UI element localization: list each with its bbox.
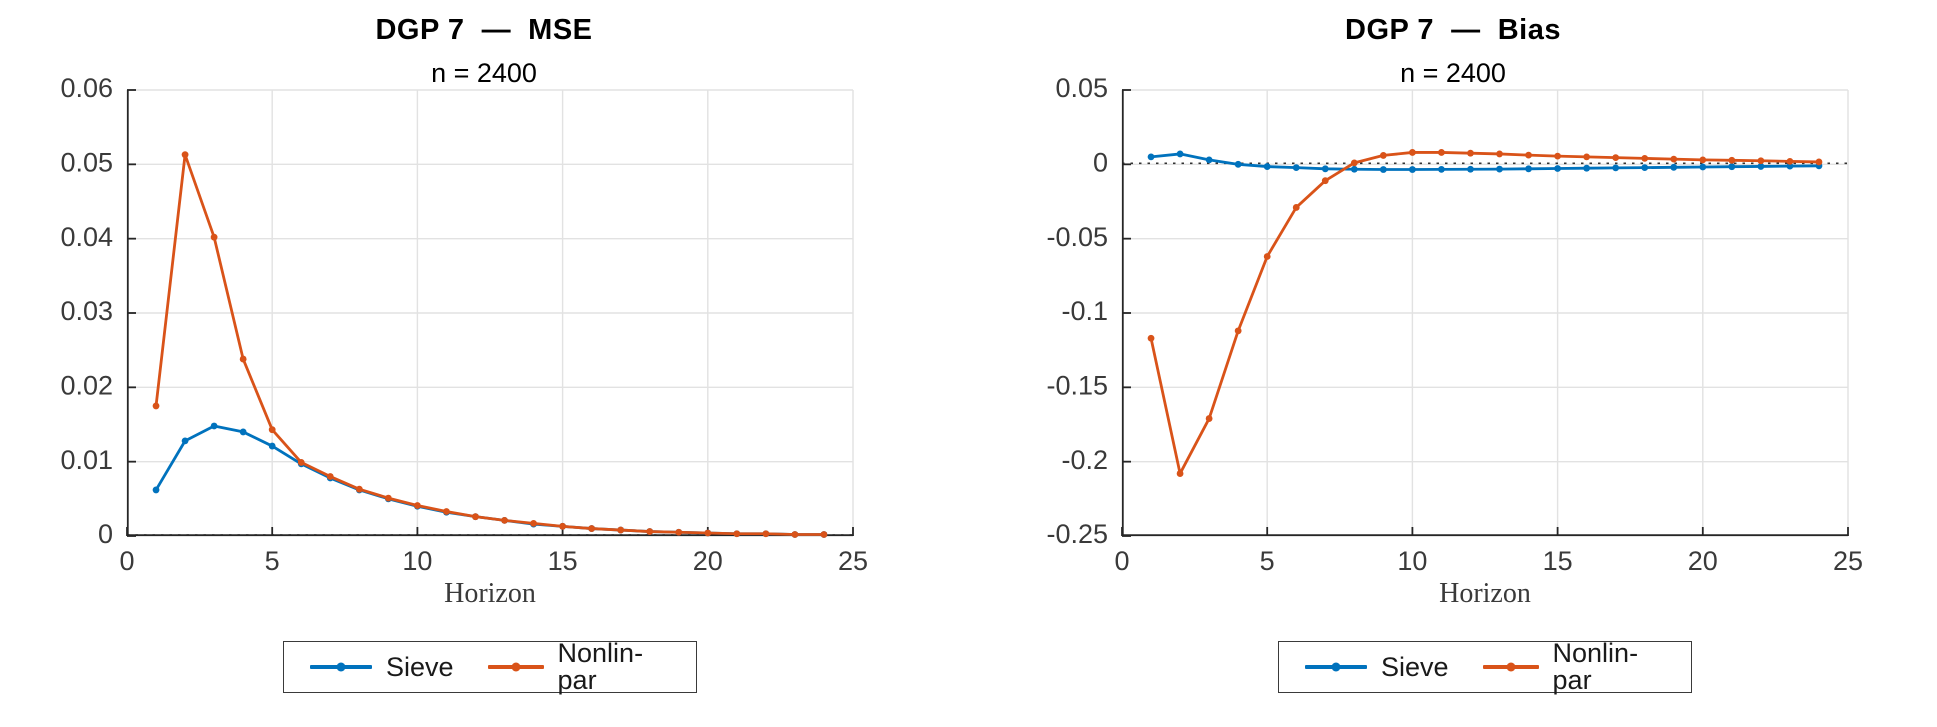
legend-entry-nonlin: Nonlin-par bbox=[1482, 638, 1665, 695]
axes bbox=[126, 89, 854, 537]
figure-mse: DGP 7 — MSE n = 2400 0 0.01 0.02 0.03 0.04 0.… bbox=[0, 0, 968, 727]
gridlines bbox=[1122, 89, 1849, 536]
nonlin-line-swatch bbox=[487, 662, 544, 672]
sieve-line-swatch bbox=[310, 662, 372, 672]
svg-text:0.03: 0.03 bbox=[60, 296, 113, 326]
figure-bias: DGP 7 — Bias n = 2400 -0.25 -0.2 -0.15 -0.1… bbox=[969, 0, 1937, 727]
series-nonlin-par bbox=[152, 151, 828, 538]
svg-text:20: 20 bbox=[693, 546, 723, 576]
svg-text:0: 0 bbox=[1093, 147, 1108, 177]
nonlin-marker-dot bbox=[1506, 662, 1516, 672]
legend-label-sieve: Sieve bbox=[386, 651, 454, 682]
legend-label-nonlin: Nonlin-par bbox=[1552, 638, 1639, 695]
legend-bias: Sieve Nonlin-par bbox=[1278, 638, 1692, 695]
svg-text:0: 0 bbox=[98, 519, 113, 549]
svg-text:0.01: 0.01 bbox=[60, 445, 113, 475]
legend-mse: Sieve Nonlin-par bbox=[283, 638, 697, 695]
chart-subtitle-mse: n = 2400 bbox=[431, 58, 537, 88]
svg-text:20: 20 bbox=[1688, 546, 1718, 576]
svg-text:15: 15 bbox=[548, 546, 578, 576]
sieve-marker-dot bbox=[336, 662, 346, 672]
x-axis-label-mse: Horizon bbox=[444, 578, 536, 609]
x-axis-label-bias: Horizon bbox=[1439, 578, 1531, 609]
axes bbox=[1121, 89, 1849, 537]
svg-text:0.02: 0.02 bbox=[60, 370, 113, 400]
chart-title-bias: DGP 7 — Bias bbox=[1345, 14, 1561, 46]
svg-text:0.06: 0.06 bbox=[60, 73, 113, 103]
svg-text:-0.05: -0.05 bbox=[1046, 222, 1108, 252]
svg-text:0.05: 0.05 bbox=[60, 147, 113, 177]
svg-text:0: 0 bbox=[119, 546, 134, 576]
tick-labels: 0 0.01 0.02 0.03 0.04 0.05 0.06 0 5 10 15 20 25 bbox=[60, 73, 868, 576]
nonlin-line-swatch bbox=[1482, 662, 1539, 672]
svg-text:5: 5 bbox=[1260, 546, 1275, 576]
series-sieve bbox=[1147, 150, 1823, 173]
svg-text:0.04: 0.04 bbox=[60, 222, 113, 252]
svg-text:-0.25: -0.25 bbox=[1046, 519, 1108, 549]
chart-svg: 0 0.01 0.02 0.03 0.04 0.05 0.06 0 5 10 15 20 25 bbox=[60, 73, 868, 576]
legend-entry-sieve: Sieve bbox=[310, 651, 454, 682]
legend-label-nonlin: Nonlin-par bbox=[557, 638, 644, 695]
legend-entry-nonlin: Nonlin-par bbox=[487, 638, 670, 695]
chart-svg: -0.25 -0.2 -0.15 -0.1 -0.05 0 0.05 0 5 10 15 20 25 bbox=[1046, 73, 1863, 576]
legend-entry-sieve: Sieve bbox=[1305, 651, 1449, 682]
series-nonlin-par bbox=[1147, 149, 1823, 477]
series-sieve bbox=[152, 422, 828, 538]
nonlin-marker-dot bbox=[511, 662, 521, 672]
chart-subtitle-bias: n = 2400 bbox=[1400, 58, 1506, 88]
chart-title-mse: DGP 7 — MSE bbox=[375, 14, 593, 46]
svg-text:10: 10 bbox=[1397, 546, 1427, 576]
legend-label-sieve: Sieve bbox=[1381, 651, 1449, 682]
plot-area-bias: -0.25 -0.2 -0.15 -0.1 -0.05 0 0.05 0 5 10 15 20 25 bbox=[1046, 73, 1863, 576]
sieve-marker-dot bbox=[1331, 662, 1341, 672]
tick-labels: -0.25 -0.2 -0.15 -0.1 -0.05 0 0.05 0 5 10 15 20 25 bbox=[1046, 73, 1863, 576]
svg-text:15: 15 bbox=[1543, 546, 1573, 576]
svg-text:-0.2: -0.2 bbox=[1061, 445, 1108, 475]
svg-text:25: 25 bbox=[1833, 546, 1863, 576]
sieve-line-swatch bbox=[1305, 662, 1367, 672]
plot-area-mse: 0 0.01 0.02 0.03 0.04 0.05 0.06 0 5 10 15 20 25 bbox=[60, 73, 868, 576]
svg-text:-0.1: -0.1 bbox=[1061, 296, 1108, 326]
svg-text:-0.15: -0.15 bbox=[1046, 370, 1108, 400]
svg-text:10: 10 bbox=[402, 546, 432, 576]
svg-text:5: 5 bbox=[265, 546, 280, 576]
svg-text:0.05: 0.05 bbox=[1055, 73, 1108, 103]
svg-text:0: 0 bbox=[1114, 546, 1129, 576]
gridlines bbox=[127, 89, 854, 536]
svg-text:25: 25 bbox=[838, 546, 868, 576]
